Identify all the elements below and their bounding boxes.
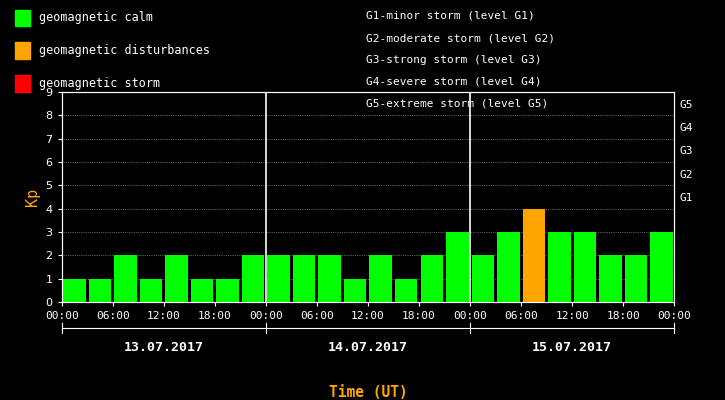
Text: geomagnetic storm: geomagnetic storm bbox=[39, 77, 160, 90]
Text: 13.07.2017: 13.07.2017 bbox=[124, 341, 204, 354]
Text: G3-strong storm (level G3): G3-strong storm (level G3) bbox=[366, 55, 542, 65]
Bar bbox=[650, 232, 673, 302]
Bar bbox=[165, 255, 188, 302]
Bar bbox=[497, 232, 520, 302]
Bar bbox=[115, 255, 137, 302]
Bar bbox=[268, 255, 290, 302]
Bar bbox=[523, 209, 545, 302]
Bar bbox=[242, 255, 265, 302]
Bar bbox=[191, 279, 213, 302]
Bar bbox=[216, 279, 239, 302]
Bar bbox=[140, 279, 162, 302]
Bar bbox=[293, 255, 315, 302]
Text: G4-severe storm (level G4): G4-severe storm (level G4) bbox=[366, 77, 542, 87]
Bar bbox=[599, 255, 621, 302]
Text: Time (UT): Time (UT) bbox=[328, 385, 407, 400]
Bar bbox=[420, 255, 443, 302]
Text: geomagnetic calm: geomagnetic calm bbox=[39, 12, 153, 24]
Text: G2-moderate storm (level G2): G2-moderate storm (level G2) bbox=[366, 33, 555, 43]
Bar bbox=[446, 232, 468, 302]
Text: G5-extreme storm (level G5): G5-extreme storm (level G5) bbox=[366, 99, 548, 109]
Bar bbox=[344, 279, 366, 302]
Text: 14.07.2017: 14.07.2017 bbox=[328, 341, 408, 354]
Y-axis label: Kp: Kp bbox=[25, 188, 40, 206]
Bar bbox=[395, 279, 418, 302]
Text: geomagnetic disturbances: geomagnetic disturbances bbox=[39, 44, 210, 57]
Bar bbox=[63, 279, 86, 302]
Bar bbox=[573, 232, 596, 302]
Bar bbox=[625, 255, 647, 302]
Text: 15.07.2017: 15.07.2017 bbox=[532, 341, 612, 354]
Bar bbox=[318, 255, 341, 302]
Bar bbox=[370, 255, 392, 302]
Text: G1-minor storm (level G1): G1-minor storm (level G1) bbox=[366, 11, 535, 21]
Bar bbox=[88, 279, 111, 302]
Bar bbox=[548, 232, 571, 302]
Bar bbox=[471, 255, 494, 302]
